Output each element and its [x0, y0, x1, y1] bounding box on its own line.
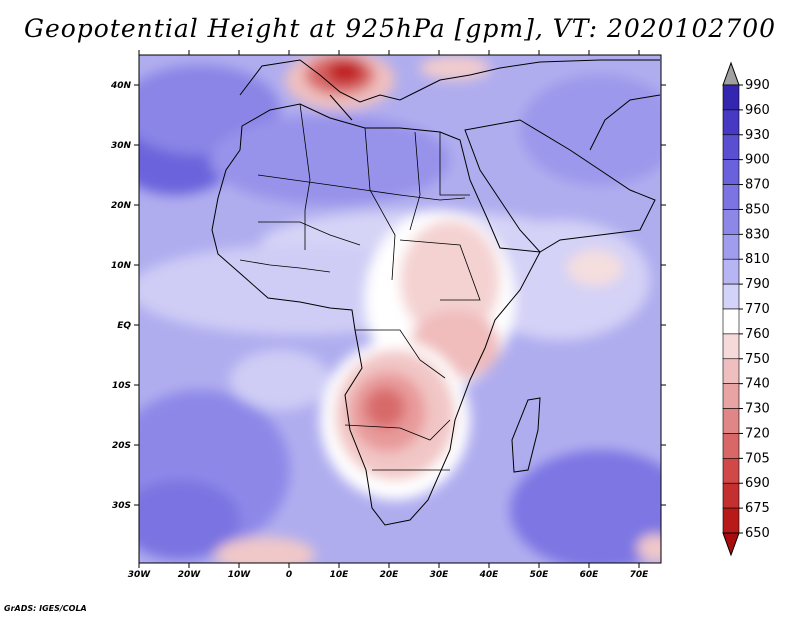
colorbar-label: 705 [745, 451, 770, 466]
colorbar-label: 810 [745, 252, 770, 267]
africa-outline [211, 103, 541, 526]
lat-label: 20S [112, 441, 131, 451]
colorbar-top-arrow [722, 61, 740, 86]
colorbar-bin [722, 358, 740, 384]
lat-label: 10S [112, 381, 131, 391]
lat-label: 40N [110, 81, 132, 91]
credit-label: GrADS: IGES/COLA [4, 604, 87, 613]
colorbar-bin [722, 433, 740, 459]
map-frame [138, 54, 662, 564]
colorbar-bin [722, 109, 740, 136]
colorbar-label: 930 [745, 128, 770, 143]
colorbar-bin [722, 159, 740, 185]
europe-outline [239, 59, 660, 103]
colorbar-label: 850 [745, 202, 770, 217]
colorbar-bin [722, 408, 740, 434]
height-field [139, 55, 661, 563]
colorbar-bin [722, 283, 740, 310]
colorbar-label: 690 [745, 476, 770, 491]
arabia-outline [464, 119, 656, 253]
colorbar-bin [722, 134, 740, 160]
colorbar-bottom-arrow [722, 532, 740, 557]
colorbar-label: 740 [745, 377, 770, 392]
lat-label: 10N [111, 261, 132, 271]
colorbar-label: 760 [745, 327, 770, 342]
colorbar-bin [722, 184, 740, 210]
lon-label: 50E [530, 570, 550, 580]
lat-label: 30N [111, 141, 132, 151]
lon-label: 20E [380, 570, 400, 580]
colorbar-label: 720 [745, 426, 770, 441]
lon-label: 60E [580, 570, 600, 580]
colorbar-bin [722, 234, 740, 260]
colorbar-label: 790 [745, 277, 770, 292]
colorbar-label: 650 [745, 526, 770, 541]
lon-label: 70E [630, 570, 650, 580]
colorbar-bin [722, 383, 740, 409]
lon-label: 40E [479, 570, 500, 580]
lat-label: 20N [111, 201, 132, 211]
colorbar-bin [722, 482, 740, 509]
colorbar-label: 990 [745, 78, 770, 93]
colorbar-bin [722, 308, 740, 335]
lat-label: 30S [112, 501, 131, 511]
figure-title: Geopotential Height at 925hPa [gpm], VT:… [23, 14, 777, 43]
colorbar-bin [722, 84, 740, 111]
lon-label: 30W [128, 570, 152, 580]
colorbar-label: 770 [745, 302, 770, 317]
colorbar-bin [722, 209, 740, 235]
colorbar-bin [722, 507, 740, 534]
colorbar-label: 960 [745, 103, 770, 118]
lat-label: EQ [117, 321, 131, 331]
lon-label: 10E [330, 570, 350, 580]
colorbar-bin [722, 333, 740, 360]
lon-label: 10W [228, 570, 252, 580]
colorbar-label: 730 [745, 402, 770, 417]
colorbar-label: 830 [745, 227, 770, 242]
lon-label: 0 [286, 570, 292, 580]
colorbar-bin [722, 458, 740, 484]
colorbar: 990 960 930 900 870 850 830 810 790 770 760 750 740 7… [722, 61, 770, 557]
colorbar-label: 750 [745, 352, 770, 367]
colorbar-label: 870 [745, 178, 770, 193]
lon-label: 20W [178, 570, 202, 580]
colorbar-label: 900 [745, 153, 770, 168]
lon-label: 30E [430, 570, 450, 580]
colorbar-label: 675 [745, 501, 770, 516]
colorbar-bin [722, 258, 740, 285]
coastlines [211, 59, 661, 526]
axis-ticks: 40N 30N 20N 10N EQ 10S 20S 30S 30W 20W 10W 0 10E 20E 3… [110, 50, 666, 580]
madagascar-outline [511, 397, 541, 473]
